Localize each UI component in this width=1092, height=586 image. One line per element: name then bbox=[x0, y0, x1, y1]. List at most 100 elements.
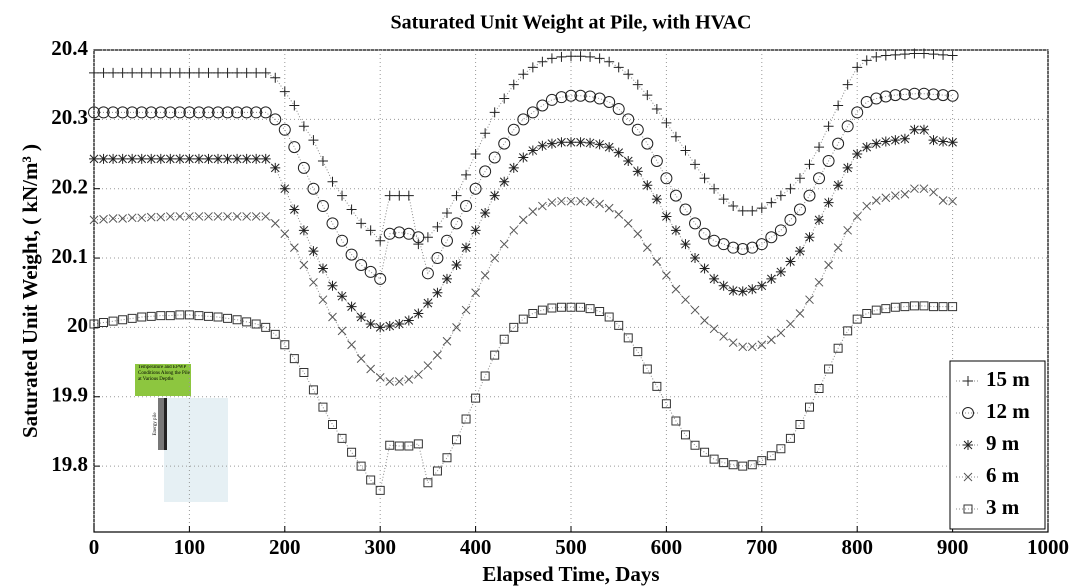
marker bbox=[928, 135, 939, 146]
marker bbox=[99, 318, 109, 328]
marker bbox=[480, 128, 491, 139]
marker bbox=[528, 309, 538, 319]
marker bbox=[251, 67, 262, 78]
marker bbox=[650, 154, 663, 167]
marker bbox=[604, 56, 615, 67]
legend-label: 6 m bbox=[986, 463, 1020, 487]
marker bbox=[260, 153, 271, 164]
marker bbox=[499, 334, 509, 344]
marker bbox=[784, 213, 797, 226]
marker bbox=[679, 203, 692, 216]
marker bbox=[278, 123, 291, 136]
marker bbox=[127, 153, 138, 164]
marker bbox=[690, 253, 701, 264]
legend-label: 12 m bbox=[986, 399, 1030, 423]
marker bbox=[898, 88, 911, 101]
marker bbox=[145, 106, 158, 119]
marker bbox=[918, 48, 929, 59]
marker bbox=[614, 210, 624, 219]
marker bbox=[574, 89, 587, 102]
marker bbox=[728, 285, 739, 296]
marker bbox=[765, 231, 778, 244]
marker bbox=[498, 137, 511, 150]
marker bbox=[318, 295, 328, 305]
marker bbox=[174, 153, 185, 164]
marker bbox=[900, 302, 910, 312]
marker bbox=[270, 329, 280, 339]
inset-pile-label: Energy pile bbox=[153, 412, 158, 436]
marker bbox=[270, 162, 281, 173]
marker bbox=[556, 302, 566, 312]
marker bbox=[709, 273, 720, 284]
marker bbox=[555, 91, 568, 104]
marker bbox=[212, 106, 225, 119]
marker bbox=[489, 107, 500, 118]
marker bbox=[146, 311, 156, 321]
marker bbox=[670, 131, 681, 142]
marker bbox=[98, 153, 109, 164]
marker bbox=[203, 67, 214, 78]
marker bbox=[232, 315, 242, 325]
marker bbox=[681, 295, 690, 305]
marker bbox=[99, 214, 108, 224]
marker bbox=[584, 90, 597, 103]
marker bbox=[823, 197, 834, 208]
marker bbox=[805, 295, 814, 305]
marker bbox=[537, 140, 548, 151]
marker bbox=[394, 377, 404, 386]
marker bbox=[89, 67, 99, 78]
marker bbox=[461, 414, 471, 424]
marker bbox=[775, 190, 786, 201]
marker bbox=[527, 62, 538, 73]
marker bbox=[881, 304, 891, 314]
marker bbox=[509, 225, 519, 235]
marker bbox=[700, 447, 710, 457]
x-tick-label: 300 bbox=[364, 535, 396, 559]
marker bbox=[747, 284, 758, 295]
marker bbox=[490, 253, 500, 263]
marker bbox=[518, 314, 528, 324]
marker bbox=[364, 265, 377, 278]
marker bbox=[728, 338, 738, 348]
marker bbox=[776, 328, 786, 338]
marker bbox=[833, 243, 843, 253]
marker bbox=[347, 340, 356, 350]
marker bbox=[661, 117, 672, 128]
series bbox=[89, 48, 958, 250]
marker bbox=[242, 212, 251, 221]
inset: Temperature and EPWP Conditions Along th… bbox=[135, 364, 228, 502]
marker bbox=[479, 165, 492, 178]
marker bbox=[547, 198, 557, 207]
marker bbox=[622, 113, 635, 126]
marker bbox=[766, 197, 777, 208]
marker bbox=[422, 232, 433, 243]
marker bbox=[747, 205, 758, 216]
marker bbox=[193, 153, 204, 164]
marker bbox=[375, 322, 386, 333]
marker bbox=[947, 137, 958, 148]
marker bbox=[317, 263, 328, 274]
marker bbox=[155, 67, 166, 78]
marker bbox=[690, 159, 701, 170]
marker bbox=[938, 302, 948, 312]
marker bbox=[690, 440, 700, 450]
chart-title: Saturated Unit Weight at Pile, with HVAC bbox=[391, 12, 752, 34]
marker bbox=[393, 226, 406, 239]
y-tick-label: 20.4 bbox=[51, 36, 88, 60]
marker bbox=[698, 227, 711, 240]
marker bbox=[527, 145, 538, 156]
marker bbox=[213, 67, 224, 78]
marker bbox=[661, 399, 671, 409]
marker bbox=[738, 342, 748, 352]
marker bbox=[423, 478, 433, 488]
marker bbox=[394, 318, 405, 329]
marker bbox=[499, 93, 510, 104]
marker bbox=[508, 162, 519, 173]
legend-marker bbox=[963, 440, 973, 450]
marker bbox=[737, 205, 748, 216]
marker bbox=[384, 321, 395, 332]
marker bbox=[538, 201, 547, 211]
marker bbox=[805, 402, 814, 412]
marker bbox=[557, 196, 566, 206]
